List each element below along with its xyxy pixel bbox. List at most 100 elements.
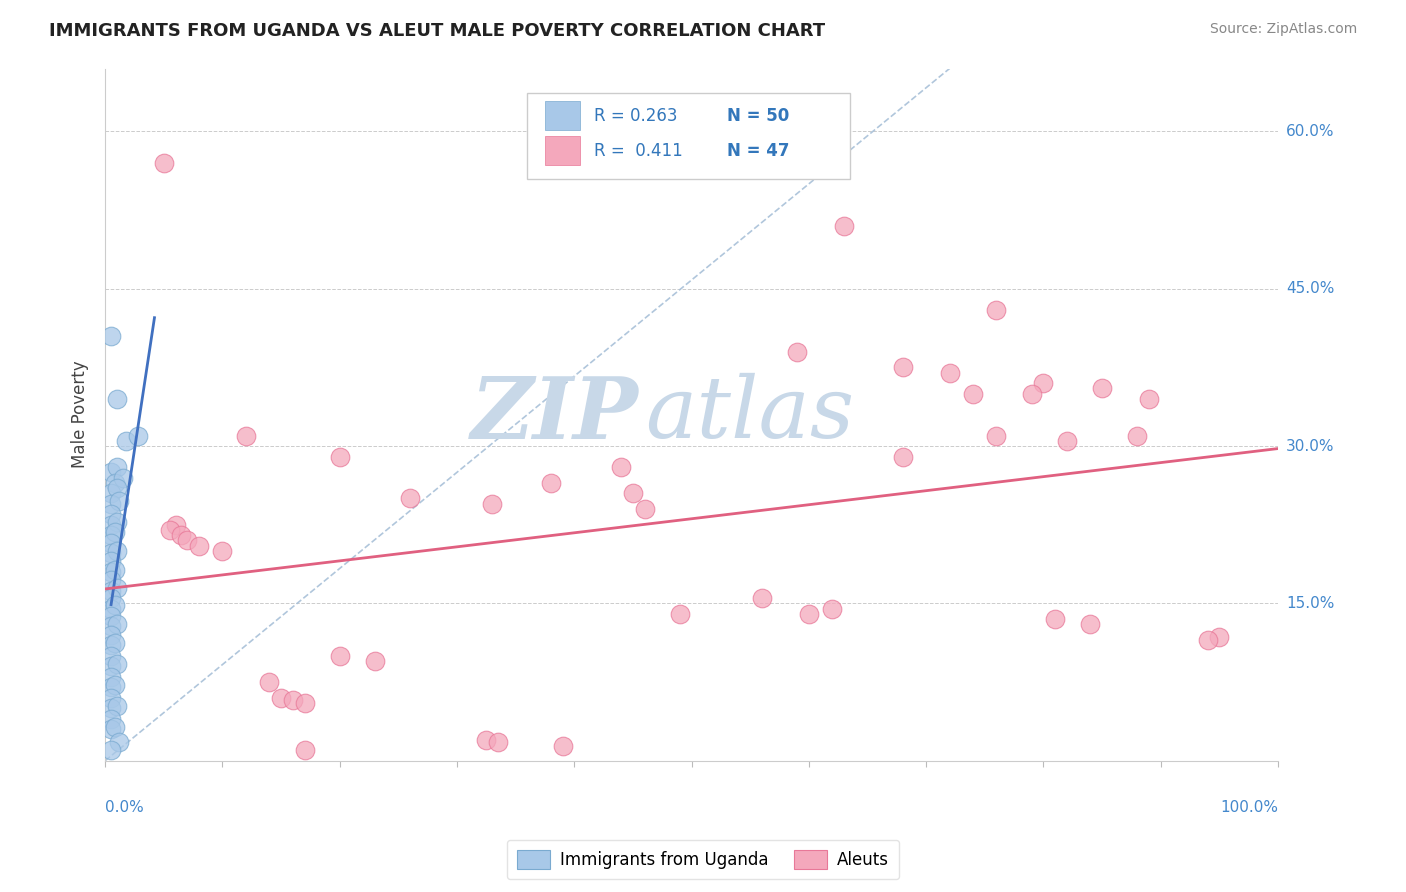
Point [621, 486, 644, 500]
Point [786, 344, 808, 359]
FancyBboxPatch shape [546, 136, 581, 165]
Point [399, 491, 422, 506]
Point [281, 693, 304, 707]
Point [100, 690, 122, 705]
Point [104, 720, 127, 734]
Point [100, 517, 122, 532]
Point [104, 599, 127, 613]
Point [108, 735, 131, 749]
Point [111, 470, 134, 484]
Point [115, 434, 138, 448]
Point [105, 657, 128, 672]
Text: 0.0%: 0.0% [105, 799, 143, 814]
Text: 100.0%: 100.0% [1220, 799, 1278, 814]
Point [100, 648, 122, 663]
Point [100, 507, 122, 521]
Point [188, 539, 211, 553]
Point [100, 554, 122, 568]
Text: N = 47: N = 47 [727, 142, 789, 160]
Point [891, 450, 914, 464]
Point [1137, 392, 1160, 406]
Point [105, 460, 128, 475]
Point [100, 722, 122, 736]
Point [1197, 633, 1219, 648]
Text: 45.0%: 45.0% [1286, 281, 1334, 296]
Text: 15.0%: 15.0% [1286, 596, 1334, 611]
Point [105, 481, 128, 495]
Text: N = 50: N = 50 [727, 107, 789, 125]
Point [986, 302, 1008, 317]
Point [100, 712, 122, 726]
Point [891, 360, 914, 375]
Point [105, 515, 128, 529]
Point [100, 609, 122, 624]
Point [104, 563, 127, 577]
Point [486, 735, 509, 749]
Point [475, 732, 498, 747]
Point [105, 392, 128, 406]
Point [100, 743, 122, 757]
Text: atlas: atlas [645, 373, 853, 456]
Point [100, 486, 122, 500]
Point [100, 680, 122, 694]
Point [270, 690, 292, 705]
Point [100, 465, 122, 479]
Point [235, 428, 257, 442]
Text: R =  0.411: R = 0.411 [595, 142, 683, 160]
Point [634, 502, 657, 516]
Point [259, 675, 281, 690]
FancyBboxPatch shape [527, 93, 849, 179]
Text: R = 0.263: R = 0.263 [595, 107, 678, 125]
Point [105, 699, 128, 714]
Point [364, 654, 387, 668]
Point [1091, 381, 1114, 395]
Point [104, 475, 127, 490]
Point [329, 450, 352, 464]
Point [100, 701, 122, 715]
Point [104, 524, 127, 539]
Point [100, 329, 122, 343]
Point [669, 607, 692, 621]
Point [1021, 386, 1043, 401]
Point [105, 581, 128, 595]
Point [100, 670, 122, 684]
Point [294, 696, 316, 710]
Point [1056, 434, 1078, 448]
Point [100, 619, 122, 633]
Point [1208, 630, 1230, 644]
Y-axis label: Male Poverty: Male Poverty [72, 360, 89, 468]
Point [481, 497, 503, 511]
Point [100, 574, 122, 588]
Point [821, 601, 844, 615]
Text: IMMIGRANTS FROM UGANDA VS ALEUT MALE POVERTY CORRELATION CHART: IMMIGRANTS FROM UGANDA VS ALEUT MALE POV… [49, 22, 825, 40]
Point [832, 219, 855, 233]
Point [294, 743, 316, 757]
Point [100, 659, 122, 673]
Point [127, 428, 149, 442]
Point [105, 617, 128, 632]
Legend: Immigrants from Uganda, Aleuts: Immigrants from Uganda, Aleuts [508, 840, 898, 880]
Point [100, 528, 122, 542]
Point [797, 607, 820, 621]
Point [100, 583, 122, 598]
Point [1078, 617, 1101, 632]
Point [938, 366, 960, 380]
Point [551, 739, 574, 753]
Point [100, 628, 122, 642]
Point [100, 565, 122, 579]
Point [751, 591, 773, 606]
Point [100, 638, 122, 652]
Point [170, 528, 193, 542]
Point [100, 546, 122, 560]
Point [165, 517, 187, 532]
Point [159, 523, 181, 537]
Text: ZIP: ZIP [471, 373, 638, 457]
Point [1126, 428, 1149, 442]
Point [100, 497, 122, 511]
Point [211, 544, 233, 558]
Point [1032, 376, 1054, 391]
Point [108, 493, 131, 508]
Point [153, 156, 176, 170]
Point [105, 544, 128, 558]
Point [100, 535, 122, 549]
